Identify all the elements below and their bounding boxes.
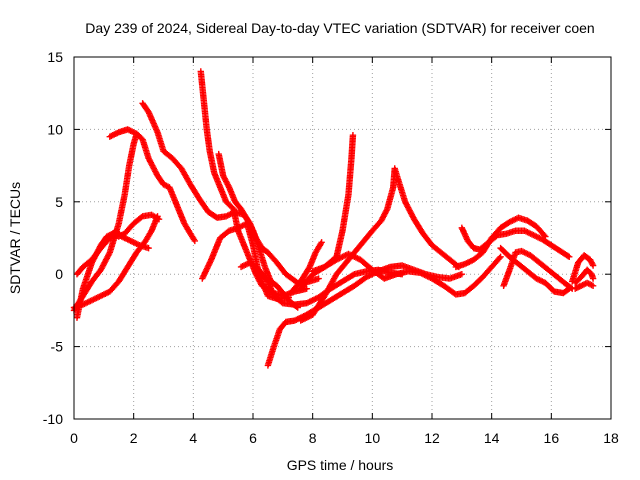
x-axis-title: GPS time / hours [287, 457, 394, 473]
x-tick-label: 16 [544, 430, 560, 446]
plus-marker [318, 239, 325, 246]
plus-marker [285, 294, 292, 301]
y-tick-label: 5 [55, 194, 63, 210]
y-tick-labels: 15 10 5 0 -5 -10 [43, 49, 63, 427]
series-track-22 [572, 279, 597, 292]
plus-marker [496, 254, 503, 262]
x-tick-label: 6 [249, 430, 257, 446]
plus-marker [497, 253, 504, 261]
plus-marker [315, 275, 322, 282]
series-track-10 [237, 259, 406, 308]
y-tick-label: 15 [47, 49, 63, 65]
x-tick-label: 2 [130, 430, 138, 446]
plus-marker [564, 252, 572, 260]
series-track-19 [500, 247, 576, 292]
series-track-17 [452, 214, 549, 271]
y-tick-label: -10 [43, 411, 63, 427]
plus-marker [303, 285, 310, 292]
plus-marker [458, 271, 466, 278]
plus-marker [567, 284, 575, 292]
x-tick-label: 12 [424, 430, 440, 446]
series-track-15 [309, 250, 504, 298]
series-track-11 [264, 262, 466, 369]
series-track-8 [215, 150, 301, 311]
data-points [70, 68, 597, 369]
plus-marker [589, 282, 597, 289]
plus-marker [589, 275, 597, 282]
plus-marker [566, 253, 573, 261]
plus-marker [145, 244, 152, 252]
series-track-20 [569, 252, 597, 285]
plus-marker [589, 262, 597, 269]
y-tick-label: 10 [47, 121, 63, 137]
x-tick-labels: 0 2 4 6 8 10 12 14 16 18 [70, 430, 619, 446]
plot-frame [73, 56, 612, 420]
series-track-14 [297, 165, 463, 324]
y-tick-label: 0 [55, 266, 63, 282]
x-tick-label: 4 [189, 430, 197, 446]
plus-marker [586, 281, 594, 288]
series-track-4 [106, 126, 142, 140]
chart-title: Day 239 of 2024, Sidereal Day-to-day VTE… [85, 20, 594, 36]
x-tick-label: 0 [70, 430, 78, 446]
y-tick-label: -5 [51, 339, 64, 355]
plus-marker [134, 131, 142, 139]
series-track-5 [73, 227, 152, 278]
x-tick-label: 8 [309, 430, 317, 446]
series-track-12 [288, 239, 325, 295]
plus-marker [191, 237, 199, 245]
series-track-18 [497, 244, 573, 297]
x-tick-label: 18 [603, 430, 619, 446]
series-track-21 [572, 266, 597, 287]
plus-marker [349, 131, 357, 139]
plus-marker [154, 213, 161, 220]
x-tick-label: 14 [484, 430, 500, 446]
series-track-9 [199, 220, 292, 303]
x-tick-label: 10 [365, 430, 381, 446]
plus-marker [541, 232, 548, 239]
plus-marker [542, 233, 549, 240]
y-axis-title: SDTVAR / TECUs [7, 182, 23, 294]
